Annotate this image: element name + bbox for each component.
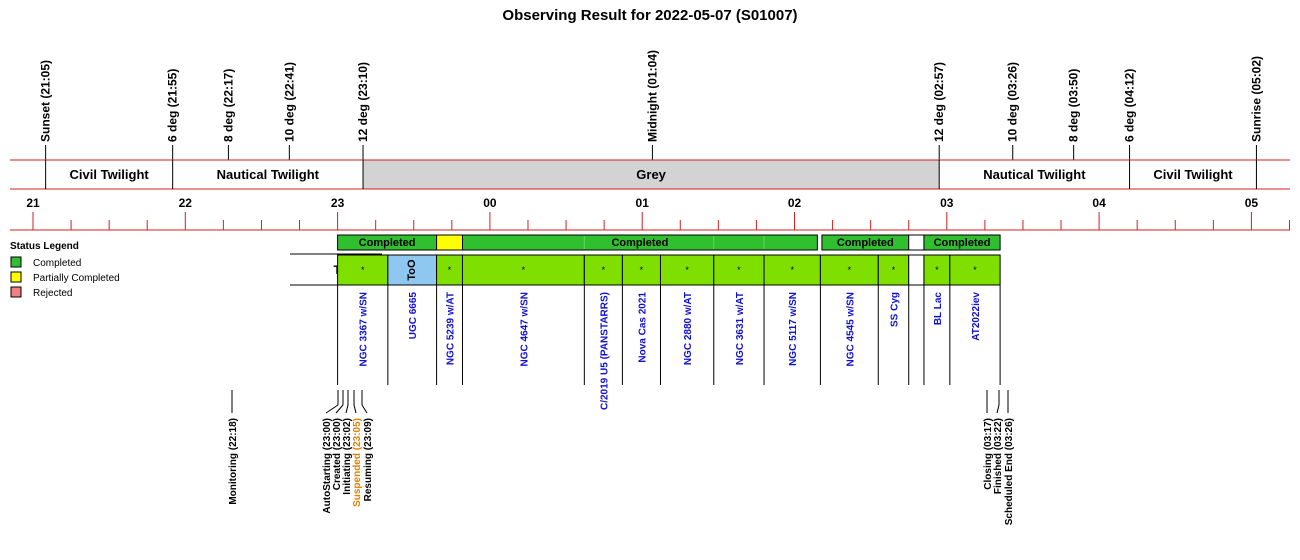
target-mark: * bbox=[848, 265, 852, 275]
event-label: Initiating (23:02) bbox=[342, 418, 353, 495]
event-connector bbox=[361, 404, 368, 414]
target-mark: * bbox=[448, 265, 452, 275]
event-label: Created (23:00) bbox=[332, 418, 343, 490]
target-name: NGC 2880 w/AT bbox=[683, 292, 694, 365]
hour-tick-label: 04 bbox=[1092, 196, 1106, 210]
event-connector bbox=[335, 404, 344, 414]
sky-marker-label: 10 deg (03:26) bbox=[1006, 62, 1020, 142]
target-block bbox=[387, 254, 438, 286]
sky-marker-label: Midnight (01:04) bbox=[645, 50, 659, 142]
target-block bbox=[659, 254, 715, 286]
status-segment-label: Completed bbox=[359, 237, 416, 249]
hour-tick-label: 21 bbox=[26, 196, 40, 210]
hour-tick-label: 00 bbox=[483, 196, 497, 210]
target-name: NGC 4647 w/SN bbox=[519, 292, 530, 366]
legend-item-label: Partially Completed bbox=[33, 273, 120, 284]
target-block bbox=[713, 254, 765, 286]
event-connector bbox=[345, 404, 349, 414]
event-label: Closing (03:17) bbox=[983, 418, 994, 490]
target-block bbox=[621, 254, 661, 286]
legend-swatch bbox=[10, 286, 22, 298]
sky-marker-label: Sunrise (05:02) bbox=[1249, 56, 1263, 142]
target-name: NGC 3367 w/SN bbox=[359, 292, 370, 366]
target-name: NGC 3631 w/AT bbox=[735, 292, 746, 365]
target-name: UGC 6665 bbox=[408, 292, 419, 340]
target-name: BL Lac bbox=[933, 292, 944, 326]
target-name: NGC 5239 w/AT bbox=[446, 292, 457, 365]
sky-marker-label: Sunset (21:05) bbox=[39, 60, 53, 142]
legend-item-label: Rejected bbox=[33, 288, 72, 299]
status-segment bbox=[908, 234, 925, 251]
diagram-title: Observing Result for 2022-05-07 (S01007) bbox=[502, 7, 797, 24]
status-segment-label: Completed bbox=[934, 237, 991, 249]
target-name: NGC 5117 w/SN bbox=[788, 292, 799, 366]
target-mark: * bbox=[935, 265, 939, 275]
legend-title: Status Legend bbox=[10, 241, 79, 252]
band-label: Civil Twilight bbox=[70, 167, 150, 182]
sky-marker-label: 6 deg (04:12) bbox=[1123, 69, 1137, 142]
target-mark: * bbox=[685, 265, 689, 275]
target-block bbox=[337, 254, 389, 286]
status-segment bbox=[436, 234, 463, 251]
band-label: Grey bbox=[636, 167, 666, 182]
hour-tick-label: 23 bbox=[331, 196, 345, 210]
target-mark: * bbox=[640, 265, 644, 275]
target-mark: * bbox=[973, 265, 977, 275]
sky-marker-label: 6 deg (21:55) bbox=[166, 69, 180, 142]
target-block bbox=[461, 254, 585, 286]
hour-tick-label: 22 bbox=[179, 196, 193, 210]
event-label: Suspended (23:05) bbox=[352, 418, 363, 507]
event-label: AutoStarting (23:00) bbox=[322, 418, 333, 514]
event-label: Scheduled End (03:26) bbox=[1004, 418, 1015, 525]
sky-marker-label: 12 deg (23:10) bbox=[356, 62, 370, 142]
sky-marker-label: 12 deg (02:57) bbox=[932, 62, 946, 142]
status-segment bbox=[461, 234, 818, 251]
event-connector bbox=[996, 404, 1000, 414]
hour-tick-label: 01 bbox=[636, 196, 650, 210]
event-label: Finished (03:22) bbox=[993, 418, 1004, 494]
target-mark: * bbox=[790, 265, 794, 275]
target-name: NGC 4545 w/SN bbox=[845, 292, 856, 366]
target-mark: * bbox=[602, 265, 606, 275]
target-name: Nova Cas 2021 bbox=[637, 292, 648, 363]
sky-marker-label: 8 deg (03:50) bbox=[1067, 69, 1081, 142]
target-name: C/2019 U5 (PANSTARRS) bbox=[599, 292, 610, 410]
event-connector bbox=[325, 404, 339, 414]
too-mark: ToO bbox=[406, 259, 418, 281]
target-block bbox=[583, 254, 623, 286]
band-label: Nautical Twilight bbox=[983, 167, 1086, 182]
target-mark: * bbox=[361, 265, 365, 275]
target-block bbox=[436, 254, 463, 286]
target-mark: * bbox=[737, 265, 741, 275]
event-label: Resuming (23:09) bbox=[363, 418, 374, 501]
band-label: Civil Twilight bbox=[1153, 167, 1233, 182]
target-block bbox=[877, 254, 910, 286]
target-block bbox=[819, 254, 879, 286]
legend-swatch bbox=[10, 271, 22, 283]
grey-band bbox=[363, 160, 940, 189]
sky-marker-label: 10 deg (22:41) bbox=[282, 62, 296, 142]
event-connector bbox=[353, 404, 357, 414]
target-mark: * bbox=[522, 265, 526, 275]
sky-marker-label: 8 deg (22:17) bbox=[221, 69, 235, 142]
legend-item-label: Completed bbox=[33, 258, 81, 269]
target-mark: * bbox=[892, 265, 896, 275]
target-name: SS Cyg bbox=[889, 292, 900, 327]
target-name: AT2022iev bbox=[971, 292, 982, 341]
target-block bbox=[949, 254, 1001, 286]
legend-swatch bbox=[10, 256, 22, 268]
hour-tick-label: 02 bbox=[788, 196, 802, 210]
hour-tick-label: 03 bbox=[940, 196, 954, 210]
target-block bbox=[908, 254, 925, 286]
status-segment-label: Completed bbox=[611, 237, 668, 249]
band-label: Nautical Twilight bbox=[217, 167, 320, 182]
event-label: Monitoring (22:18) bbox=[228, 418, 239, 505]
status-segment bbox=[923, 234, 1001, 251]
hour-tick-label: 05 bbox=[1245, 196, 1259, 210]
status-segment-label: Completed bbox=[837, 237, 894, 249]
